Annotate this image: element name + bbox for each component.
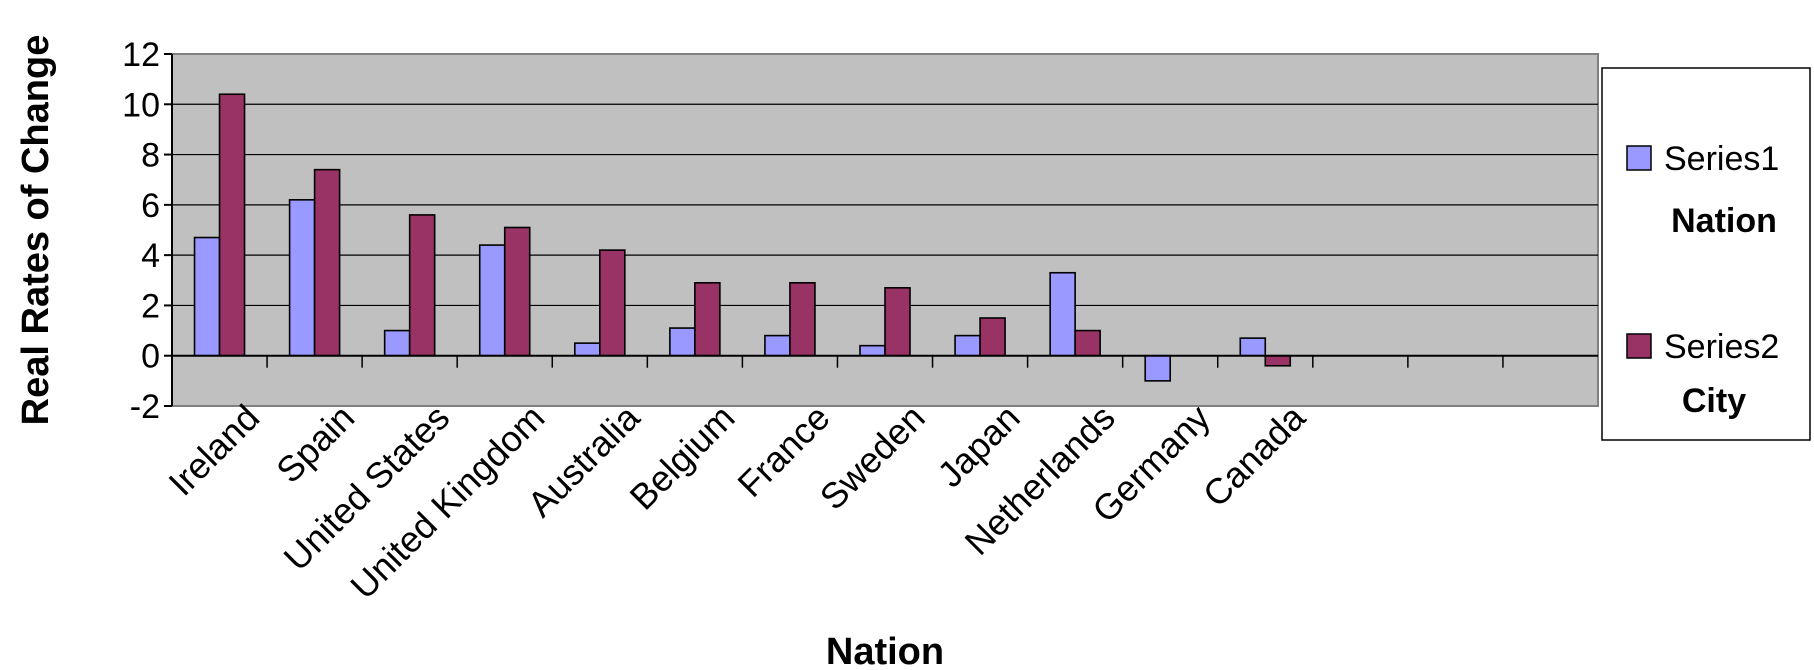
legend: Series1 Nation Series2 City bbox=[1601, 67, 1811, 441]
bar-series2-united-states bbox=[408, 214, 436, 357]
x-tick-label: Sweden bbox=[812, 397, 933, 518]
bar-series2-netherlands bbox=[1074, 329, 1101, 357]
bar-series2-australia bbox=[598, 249, 626, 357]
bar-series2-sweden bbox=[884, 287, 911, 357]
x-tick-label: United States bbox=[276, 397, 458, 579]
legend-sublabel-series2: City bbox=[1682, 382, 1746, 420]
bar-series2-ireland bbox=[218, 93, 246, 357]
bar-series2-belgium bbox=[694, 281, 721, 357]
y-tick-label: 6 bbox=[141, 187, 160, 225]
bar-series1-united-states bbox=[383, 329, 411, 357]
bar-series2-united-kingdom bbox=[503, 226, 531, 357]
legend-sublabel-series1: Nation bbox=[1671, 202, 1777, 240]
x-tick-label: Canada bbox=[1195, 396, 1314, 515]
bar-series2-japan bbox=[979, 317, 1006, 357]
legend-label-series2: Series2 bbox=[1664, 328, 1779, 366]
y-tick-label: 2 bbox=[141, 287, 160, 325]
bar-series1-ireland bbox=[193, 236, 221, 357]
bar-series1-united-kingdom bbox=[478, 244, 506, 357]
x-axis-ticks bbox=[266, 355, 1504, 368]
bar-series2-canada bbox=[1264, 354, 1292, 367]
bar-series1-france bbox=[764, 334, 791, 357]
bar-series1-belgium bbox=[669, 327, 696, 357]
x-tick-label: Belgium bbox=[622, 397, 743, 518]
bar-series2-france bbox=[789, 281, 816, 357]
legend-label-series1: Series1 bbox=[1664, 140, 1779, 178]
legend-box bbox=[1601, 67, 1811, 441]
legend-swatch-series2 bbox=[1626, 333, 1652, 359]
bar-series1-canada bbox=[1239, 337, 1267, 357]
bar-series2-spain bbox=[313, 168, 341, 357]
legend-swatch-series1 bbox=[1626, 145, 1652, 171]
bar-series1-spain bbox=[288, 199, 316, 357]
y-tick-label: 8 bbox=[141, 137, 160, 175]
bar-series1-germany bbox=[1144, 354, 1171, 382]
bar-series1-australia bbox=[573, 342, 601, 357]
x-tick-label: Ireland bbox=[160, 397, 267, 504]
y-tick-label: 0 bbox=[141, 338, 160, 376]
bars bbox=[193, 93, 1292, 382]
y-tick-label: 12 bbox=[122, 36, 160, 74]
bar-series1-japan bbox=[954, 334, 981, 357]
y-tick-label: 4 bbox=[141, 237, 160, 275]
x-axis-title: Nation bbox=[826, 631, 944, 670]
y-axis-title: Real Rates of Change bbox=[15, 35, 57, 426]
y-tick-label: -2 bbox=[130, 388, 160, 426]
y-tick-label: 10 bbox=[122, 86, 160, 124]
y-axis-ticks: -2 0 2 4 6 8 10 12 bbox=[122, 36, 172, 426]
bar-series1-sweden bbox=[859, 344, 886, 357]
bar-series1-netherlands bbox=[1049, 271, 1076, 357]
